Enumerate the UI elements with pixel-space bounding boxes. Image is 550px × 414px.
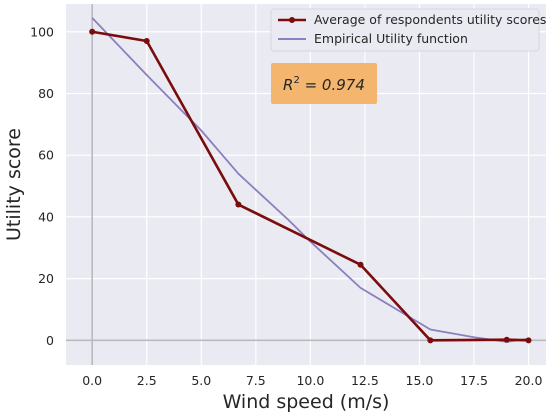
series-average-point — [143, 38, 150, 45]
legend-label-empirical: Empirical Utility function — [314, 31, 468, 46]
x-tick-label: 0.0 — [82, 373, 102, 388]
x-tick-labels: 0.0 2.5 5.0 7.5 10.0 12.5 15.0 17.5 20.0 — [82, 373, 542, 388]
y-axis-title: Utility score — [3, 128, 25, 241]
series-average-point — [357, 261, 364, 268]
x-tick-label: 2.5 — [137, 373, 157, 388]
y-tick-label: 80 — [38, 86, 54, 101]
x-tick-label: 12.5 — [351, 373, 379, 388]
y-tick-labels: 0 20 40 60 80 100 — [30, 24, 54, 348]
x-tick-label: 15.0 — [406, 373, 434, 388]
legend: Average of respondents utility scores Em… — [270, 8, 546, 52]
series-average-point — [89, 28, 96, 35]
legend-box — [270, 8, 540, 52]
y-tick-label: 40 — [38, 209, 54, 224]
annotation-superscript: 2 — [293, 75, 299, 86]
x-tick-label: 20.0 — [515, 373, 543, 388]
series-average-point — [503, 336, 510, 343]
series-average-point — [427, 337, 434, 344]
annotation-rest: = 0.974 — [300, 76, 365, 94]
legend-label-average: Average of respondents utility scores — [314, 12, 546, 27]
x-tick-label: 5.0 — [191, 373, 211, 388]
series-average-point — [235, 201, 242, 208]
x-tick-label: 17.5 — [460, 373, 488, 388]
series-layer — [89, 17, 532, 344]
annotation-text: R2 = 0.974 — [283, 75, 365, 94]
annotation-box — [271, 63, 377, 104]
y-tick-label: 100 — [30, 24, 54, 39]
y-tick-label: 60 — [38, 148, 54, 163]
r-squared-annotation: R2 = 0.974 — [271, 63, 377, 104]
x-tick-label: 7.5 — [246, 373, 266, 388]
legend-marker-average — [289, 17, 295, 23]
x-axis-title: Wind speed (m/s) — [223, 391, 390, 413]
annotation-base: R — [283, 76, 293, 94]
y-tick-label: 0 — [46, 333, 54, 348]
y-tick-label: 20 — [38, 271, 54, 286]
x-tick-label: 10.0 — [296, 373, 324, 388]
series-average-point — [525, 337, 532, 344]
